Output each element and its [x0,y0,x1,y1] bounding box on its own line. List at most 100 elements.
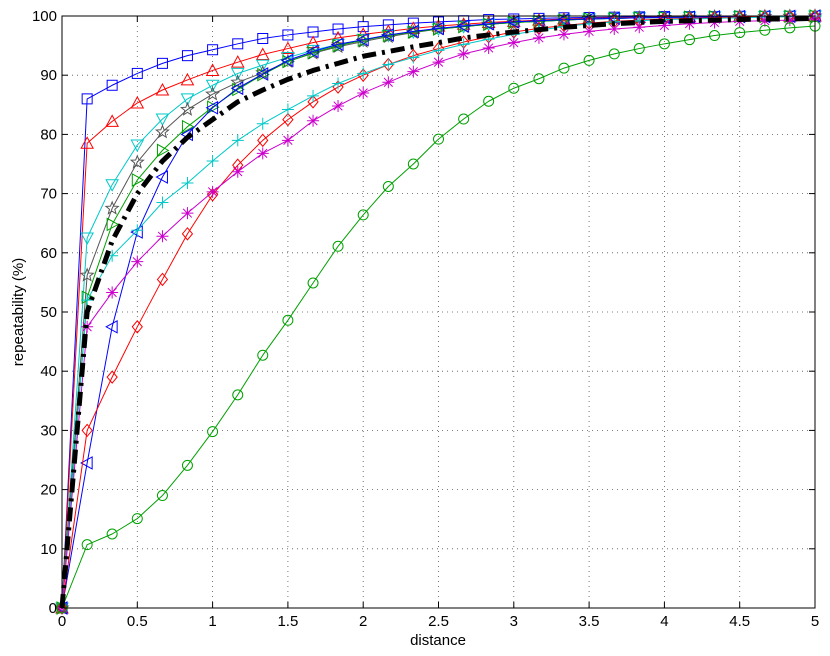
marker-triangle-left [431,21,444,36]
marker-circle [307,277,319,289]
x-tick-label: 1.5 [277,613,298,630]
marker-triangle-up [255,47,270,60]
x-axis-title: distance [410,632,466,649]
marker-asterisk [407,65,420,78]
marker-triangle-down [281,51,295,65]
marker-circle [508,82,520,94]
marker-triangle-right [131,173,145,187]
marker-triangle-left [155,170,168,184]
marker-triangle-up [230,55,245,68]
marker-triangle-left [356,32,369,47]
marker-plus [332,77,345,90]
marker-square [181,50,193,62]
marker-square [131,67,143,79]
marker-triangle-right [181,119,195,134]
marker-circle [282,314,294,326]
y-tick-label: 70 [40,186,57,203]
marker-circle [483,95,495,107]
series-8 [56,12,821,614]
marker-diamond [307,95,319,109]
marker-plus [281,103,294,116]
marker-asterisk [357,86,370,99]
marker-triangle-left [456,19,470,33]
marker-circle [633,43,645,55]
marker-asterisk [532,31,545,44]
marker-circle [382,180,394,192]
marker-triangle-down [255,59,270,73]
x-tick-label: 2.5 [428,613,449,630]
marker-asterisk [432,56,445,69]
marker-plus [206,155,219,168]
y-tick-label: 20 [40,482,57,499]
marker-triangle-left [255,67,269,81]
marker-triangle-left [381,28,394,42]
marker-circle [784,22,796,34]
marker-triangle-right [282,54,295,69]
marker-circle [332,240,344,252]
marker-square [156,57,168,69]
marker-circle [684,34,696,46]
marker-asterisk [783,14,796,27]
marker-square [81,93,93,105]
y-tick-label: 50 [40,304,57,321]
marker-star [129,154,145,169]
marker-star [179,101,195,116]
marker-triangle-left [331,37,344,52]
marker-triangle-right [307,45,321,60]
marker-asterisk [457,47,470,60]
y-axis-title: repeatability (%) [10,258,27,366]
marker-circle [709,30,721,42]
marker-triangle-right [156,143,170,158]
series-line [61,25,816,609]
marker-asterisk [206,185,219,198]
marker-plus [81,294,94,307]
marker-circle [207,426,219,438]
marker-plus [357,67,370,80]
marker-asterisk [758,14,771,27]
marker-asterisk [557,28,570,41]
marker-circle [583,54,595,66]
marker-square [207,44,219,56]
marker-asterisk [608,23,621,36]
marker-plus [432,44,445,57]
marker-triangle-down [230,67,245,81]
marker-diamond [282,112,294,127]
marker-circle [558,62,570,74]
marker-triangle-down [130,139,145,153]
marker-triangle-left [80,456,93,470]
x-tick-labels: 0 0.5 1 1.5 2 2.5 3 3.5 4 4.5 5 [58,613,819,630]
marker-star [205,86,221,101]
marker-asterisk [131,255,144,268]
marker-asterisk [332,99,345,112]
marker-triangle-left [230,81,244,96]
marker-plus [131,224,144,237]
series-line [59,15,816,609]
marker-plus [407,51,420,64]
marker-triangle-left [481,16,495,31]
x-tick-label: 2 [359,613,367,630]
marker-triangle-left [205,100,219,115]
x-tick-label: 4 [660,613,668,630]
marker-square [257,32,269,44]
y-tick-label: 80 [40,126,57,143]
x-tick-label: 5 [811,613,819,630]
x-tick-label: 4.5 [729,613,750,630]
marker-asterisk [633,21,646,34]
series-10 [59,15,816,609]
marker-triangle-right [106,217,120,232]
marker-triangle-down [180,93,195,106]
marker-plus [307,89,320,102]
marker-triangle-left [280,53,294,68]
marker-star [104,200,120,215]
marker-circle [433,133,444,145]
marker-triangle-up [431,19,446,32]
marker-diamond [81,423,93,438]
marker-asterisk [482,41,495,54]
marker-triangle-right [232,82,245,97]
marker-triangle-down [155,113,170,127]
marker-triangle-up [105,114,119,127]
marker-asterisk [507,36,520,49]
y-tick-label: 90 [40,67,57,84]
marker-star [79,267,95,282]
